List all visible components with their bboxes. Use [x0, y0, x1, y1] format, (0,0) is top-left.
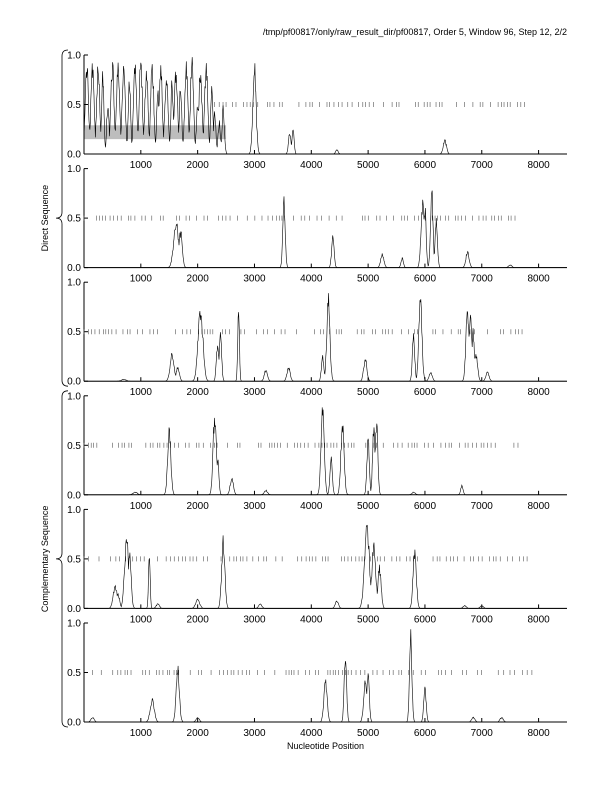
- x-tick-label: 3000: [243, 160, 266, 171]
- panel-complementary-frame-2: 0.0 0.5 1.0 1000 2000 3000 4000 5000 6000 7000 800…: [67, 505, 567, 625]
- panel-complementary-frame-1: 0.0 0.5 1.0 1000 2000 3000 4000 5000 6000 7000 800…: [67, 391, 567, 512]
- y-tick-label: 0.0: [67, 263, 81, 274]
- x-tick-label: 3000: [243, 274, 266, 285]
- y-tick-label: 1.0: [67, 51, 81, 62]
- y-tick-label: 0.5: [67, 441, 81, 452]
- x-tick-label: 4000: [300, 160, 323, 171]
- x-tick-label: 2000: [187, 387, 210, 398]
- x-tick-label: 2000: [187, 274, 210, 285]
- x-axis-title: Nucleotide Position: [287, 741, 364, 751]
- x-tick-label: 7000: [471, 274, 494, 285]
- y-tick-label: 1.0: [67, 164, 81, 175]
- y-tick-label: 0.0: [67, 718, 81, 729]
- probability-trace: [84, 190, 567, 268]
- y-tick-label: 0.0: [67, 490, 81, 501]
- x-tick-label: 3000: [243, 387, 266, 398]
- x-tick-label: 7000: [471, 387, 494, 398]
- probability-trace: [84, 293, 567, 382]
- x-tick-label: 8000: [527, 160, 550, 171]
- x-tick-label: 3000: [243, 501, 266, 512]
- x-tick-label: 2000: [187, 728, 210, 739]
- probability-trace: [84, 629, 567, 723]
- y-tick-label: 1.0: [67, 505, 81, 516]
- figure-title: /tmp/pf00817/only/raw_result_dir/pf00817…: [263, 27, 567, 37]
- probability-trace: [83, 57, 567, 155]
- x-tick-label: 6000: [414, 501, 437, 512]
- probability-trace: [84, 407, 567, 496]
- y-tick-label: 0.5: [67, 214, 81, 225]
- x-tick-label: 7000: [471, 501, 494, 512]
- x-tick-label: 6000: [414, 274, 437, 285]
- x-tick-label: 5000: [357, 501, 380, 512]
- x-tick-label: 1000: [130, 614, 153, 625]
- y-tick-label: 1.0: [67, 278, 81, 289]
- x-tick-label: 3000: [243, 728, 266, 739]
- y-tick-label: 0.0: [67, 604, 81, 615]
- x-tick-label: 5000: [357, 160, 380, 171]
- panel-complementary-frame-3: 0.0 0.5 1.0 1000 2000 3000 4000 5000 6000 7000 800…: [67, 619, 567, 739]
- x-tick-label: 8000: [527, 614, 550, 625]
- y-tick-label: 1.0: [67, 619, 81, 630]
- x-tick-label: 1000: [130, 274, 153, 285]
- probability-trace: [84, 524, 567, 609]
- x-tick-label: 1000: [130, 387, 153, 398]
- panel-direct-frame-3: 0.0 0.5 1.0 1000 2000 3000 4000 5000 6000 7000 800…: [67, 278, 567, 398]
- x-tick-label: 4000: [300, 728, 323, 739]
- x-tick-label: 4000: [300, 501, 323, 512]
- y-tick-label: 0.0: [67, 377, 81, 388]
- x-tick-label: 5000: [357, 614, 380, 625]
- x-tick-label: 4000: [300, 274, 323, 285]
- x-tick-label: 1000: [130, 501, 153, 512]
- x-tick-label: 4000: [300, 387, 323, 398]
- x-tick-label: 1000: [130, 160, 153, 171]
- x-tick-label: 6000: [414, 387, 437, 398]
- x-tick-label: 8000: [527, 501, 550, 512]
- panel-direct-frame-1: 0.0 0.5 1.0 1000 2000 3000 4000 5000 6000 7000 800…: [67, 51, 567, 171]
- x-tick-label: 5000: [357, 728, 380, 739]
- x-tick-label: 8000: [527, 274, 550, 285]
- y-tick-label: 0.0: [67, 150, 81, 161]
- x-tick-label: 5000: [357, 274, 380, 285]
- y-tick-label: 1.0: [67, 391, 81, 402]
- complementary-brace: [55, 390, 69, 728]
- x-tick-label: 4000: [300, 614, 323, 625]
- y-tick-label: 0.5: [67, 554, 81, 565]
- x-tick-label: 7000: [471, 160, 494, 171]
- x-tick-label: 6000: [414, 614, 437, 625]
- x-tick-label: 8000: [527, 387, 550, 398]
- direct-brace: [55, 49, 69, 387]
- y-tick-label: 0.5: [67, 327, 81, 338]
- x-tick-label: 5000: [357, 387, 380, 398]
- complementary-sequence-label: Complementary Sequence: [40, 506, 50, 613]
- x-tick-label: 1000: [130, 728, 153, 739]
- y-tick-label: 0.5: [67, 100, 81, 111]
- x-tick-label: 2000: [187, 160, 210, 171]
- x-tick-label: 3000: [243, 614, 266, 625]
- panel-direct-frame-2: 0.0 0.5 1.0 1000 2000 3000 4000 5000 6000 7000 800…: [67, 164, 567, 285]
- x-tick-label: 6000: [414, 160, 437, 171]
- y-tick-label: 0.5: [67, 668, 81, 679]
- x-tick-label: 2000: [187, 614, 210, 625]
- x-tick-label: 8000: [527, 728, 550, 739]
- direct-sequence-label: Direct Sequence: [40, 185, 50, 252]
- x-tick-label: 2000: [187, 501, 210, 512]
- x-tick-label: 7000: [471, 614, 494, 625]
- x-tick-label: 6000: [414, 728, 437, 739]
- x-tick-label: 7000: [471, 728, 494, 739]
